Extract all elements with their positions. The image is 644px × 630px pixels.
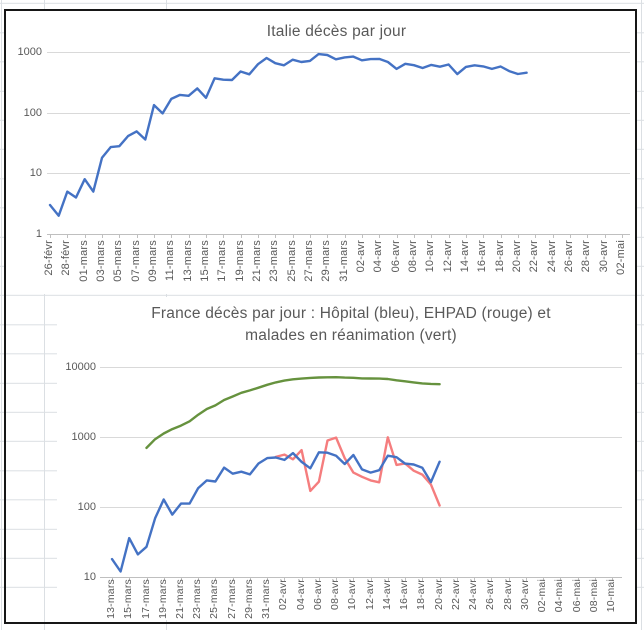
x-axis-tick [181,577,182,581]
x-axis-tick [318,577,320,581]
chart-france-deaths-per-day[interactable]: France décès par jour : Hôpital (bleu), … [57,297,635,620]
x-axis-tick [387,577,389,581]
x-axis-tick [232,577,234,581]
x-axis-tick [309,234,311,238]
x-axis-tick [500,234,502,238]
sheet-column-line [1,0,2,630]
x-axis-tick [361,234,363,238]
x-axis-tick [206,234,207,238]
y-tick-label: 100 [23,106,42,119]
series-line-hôpital [110,451,441,573]
x-axis-tick [535,234,537,238]
x-axis-tick [129,577,131,581]
x-axis-tick [327,234,329,238]
y-tick-label: 100 [77,501,96,513]
x-axis-tick [171,234,173,238]
x-axis-tick [560,577,562,581]
chart-title-text: France décès par jour : Hôpital (bleu), … [151,305,551,344]
x-axis-tick [223,234,225,238]
x-axis-tick [215,577,217,581]
x-axis-tick [267,577,269,581]
x-axis-tick [465,234,467,238]
x-axis-tick [112,577,113,581]
y-gridline [100,437,622,438]
chart-title: France décès par jour : Hôpital (bleu), … [87,303,615,347]
series-line-malades-en-réanimation [145,375,441,450]
x-axis-tick [483,234,485,238]
series-line-ehpad [274,436,441,507]
x-axis-tick [188,234,190,238]
y-gridline [100,507,622,508]
x-axis-tick [491,577,493,581]
y-gridline [100,367,622,368]
x-axis-tick [594,577,596,581]
x-axis-tick [344,234,346,238]
x-axis-tick [249,577,251,581]
x-axis-tick [379,234,381,238]
y-tick-label: 1000 [71,431,96,443]
y-tick-label: 1 [35,228,42,240]
x-axis-tick [258,234,259,238]
x-axis-tick [370,577,372,581]
x-axis-tick [240,234,242,238]
y-tick-label: 10 [29,167,42,180]
x-axis-tick [413,234,415,238]
y-tick-label: 1000 [17,45,42,58]
x-axis-tick [456,577,458,581]
chart-canvas [48,52,528,217]
sheet-column-line [641,0,642,630]
x-axis-tick [448,234,450,238]
x-axis-tick [146,577,148,581]
x-axis-line [47,234,630,235]
y-gridline [47,112,630,114]
x-axis-tick [543,577,544,581]
x-axis-tick [552,234,554,238]
x-axis-tick [577,577,579,581]
x-axis-tick [163,577,165,581]
x-axis-tick [301,577,303,581]
x-axis-tick [525,577,527,581]
x-axis-line [100,577,622,578]
x-axis-tick [569,234,571,238]
plot-area: 1 10 100 1000 26-févr 28-févr 01-mars 03-mars 05… [6,11,635,294]
x-axis-tick [50,234,51,238]
series-line-italie-décès-par-jour [48,52,528,217]
y-tick-label: 10000 [65,361,96,373]
x-axis-tick [405,577,407,581]
y-gridline [47,51,630,53]
x-axis-tick [353,577,355,581]
x-axis-tick [84,234,86,238]
plot-area: 10 100 1000 10000 13-mars 15-mars 17-mars 19-ma… [57,297,635,620]
x-axis-tick [439,577,441,581]
x-axis-tick [604,234,606,238]
x-axis-tick [508,577,510,581]
x-axis-tick [336,577,338,581]
x-axis-tick [102,234,103,238]
x-axis-tick [198,577,200,581]
x-axis-tick [119,234,121,238]
x-axis-tick [587,234,589,238]
x-axis-tick [474,577,475,581]
x-axis-tick [284,577,286,581]
x-axis-tick [154,234,155,238]
chart-canvas [110,375,441,573]
x-axis-tick [292,234,294,238]
x-axis-tick [275,234,277,238]
x-axis-tick [621,234,623,238]
x-axis-tick [67,234,69,238]
x-axis-tick [422,577,424,581]
y-gridline [47,173,630,175]
x-axis-tick [431,234,433,238]
x-axis-tick [612,577,613,581]
x-axis-tick [396,234,398,238]
y-tick-label: 10 [83,571,96,583]
sheet-column-line [44,0,45,630]
chart-title: Italie décès par jour [266,23,407,40]
chart-italy-deaths-per-day[interactable]: Italie décès par jour 1 10 100 1000 26-févr 2… [6,11,635,294]
x-axis-tick [517,234,519,238]
x-axis-tick [136,234,138,238]
